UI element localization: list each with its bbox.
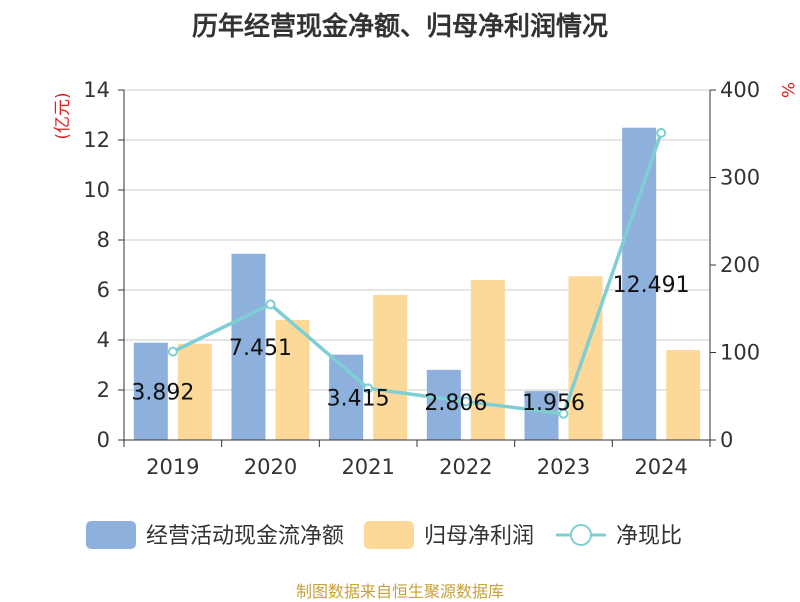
x-tick-label: 2023	[537, 455, 590, 479]
axes: 0 2 4 6 8 10 12 14 0 100 200 300 400 (亿元)% 2019 2020 202…	[53, 78, 797, 479]
bar-netprofit	[568, 276, 603, 440]
y-left-tick-label: 10	[83, 178, 110, 202]
legend-label: 归母净利润	[424, 524, 534, 549]
ratio-line-point	[265, 299, 276, 310]
grid-lines	[124, 89, 710, 391]
bar-netprofit	[373, 295, 408, 440]
y-right-unit: %	[777, 82, 797, 98]
y-left-tick-label: 4	[97, 328, 110, 352]
bars	[133, 127, 701, 440]
legend-swatch	[364, 521, 414, 549]
bar-data-label: 3.892	[131, 380, 194, 405]
bar-netprofit	[666, 350, 701, 440]
bar-netprofit	[275, 320, 310, 440]
y-right-tick-label: 100	[720, 341, 760, 365]
x-tick-label: 2021	[341, 455, 394, 479]
ratio-line-point	[167, 346, 178, 357]
legend-swatch-marker	[570, 524, 592, 546]
bar-data-label: 1.956	[522, 391, 585, 416]
bar-netprofit	[470, 280, 505, 440]
source-note: 制图数据来自恒生聚源数据库	[295, 582, 504, 601]
ratio-line-point	[363, 383, 374, 394]
bar-data-label: 2.806	[424, 391, 487, 416]
bar-cashflow	[426, 369, 461, 440]
x-tick-label: 2019	[146, 455, 199, 479]
legend-label: 净现比	[616, 524, 682, 549]
bar-cashflow	[231, 253, 266, 440]
y-left-tick-label: 2	[97, 378, 110, 402]
y-right-tick-label: 300	[720, 166, 760, 190]
ratio-line-path	[172, 132, 663, 416]
ratio-line-point	[460, 396, 471, 407]
chart-title: 历年经营现金净额、归母净利润情况	[191, 12, 608, 42]
y-left-tick-label: 6	[97, 278, 110, 302]
x-tick-label: 2024	[634, 455, 687, 479]
ratio-line-point	[656, 127, 667, 138]
y-right-tick-label: 0	[720, 428, 733, 452]
y-right-tick-label: 400	[720, 78, 760, 102]
bar-data-label: 12.491	[613, 273, 690, 298]
data-labels: 3.892 7.451 3.415 2.806 1.956 12.491	[131, 273, 689, 416]
y-left-tick-label: 14	[83, 78, 110, 102]
bar-data-label: 3.415	[327, 386, 390, 411]
y-left-tick-label: 8	[97, 228, 110, 252]
bar-cashflow	[524, 391, 559, 440]
bar-data-label: 7.451	[229, 336, 292, 361]
y-left-tick-label: 12	[83, 128, 110, 152]
bar-cashflow	[622, 127, 657, 440]
legend-label: 经营活动现金流净额	[146, 524, 344, 549]
ratio-line-point	[558, 408, 569, 419]
legend-swatch	[86, 521, 136, 549]
ratio-line	[167, 127, 667, 419]
legend: 经营活动现金流净额 归母净利润 净现比	[86, 521, 682, 549]
y-right-tick-label: 200	[720, 253, 760, 277]
y-left-unit: (亿元)	[53, 92, 73, 139]
x-tick-label: 2020	[244, 455, 297, 479]
y-left-tick-label: 0	[97, 428, 110, 452]
bar-cashflow	[133, 342, 168, 440]
x-tick-label: 2022	[439, 455, 492, 479]
bar-netprofit	[177, 343, 212, 440]
